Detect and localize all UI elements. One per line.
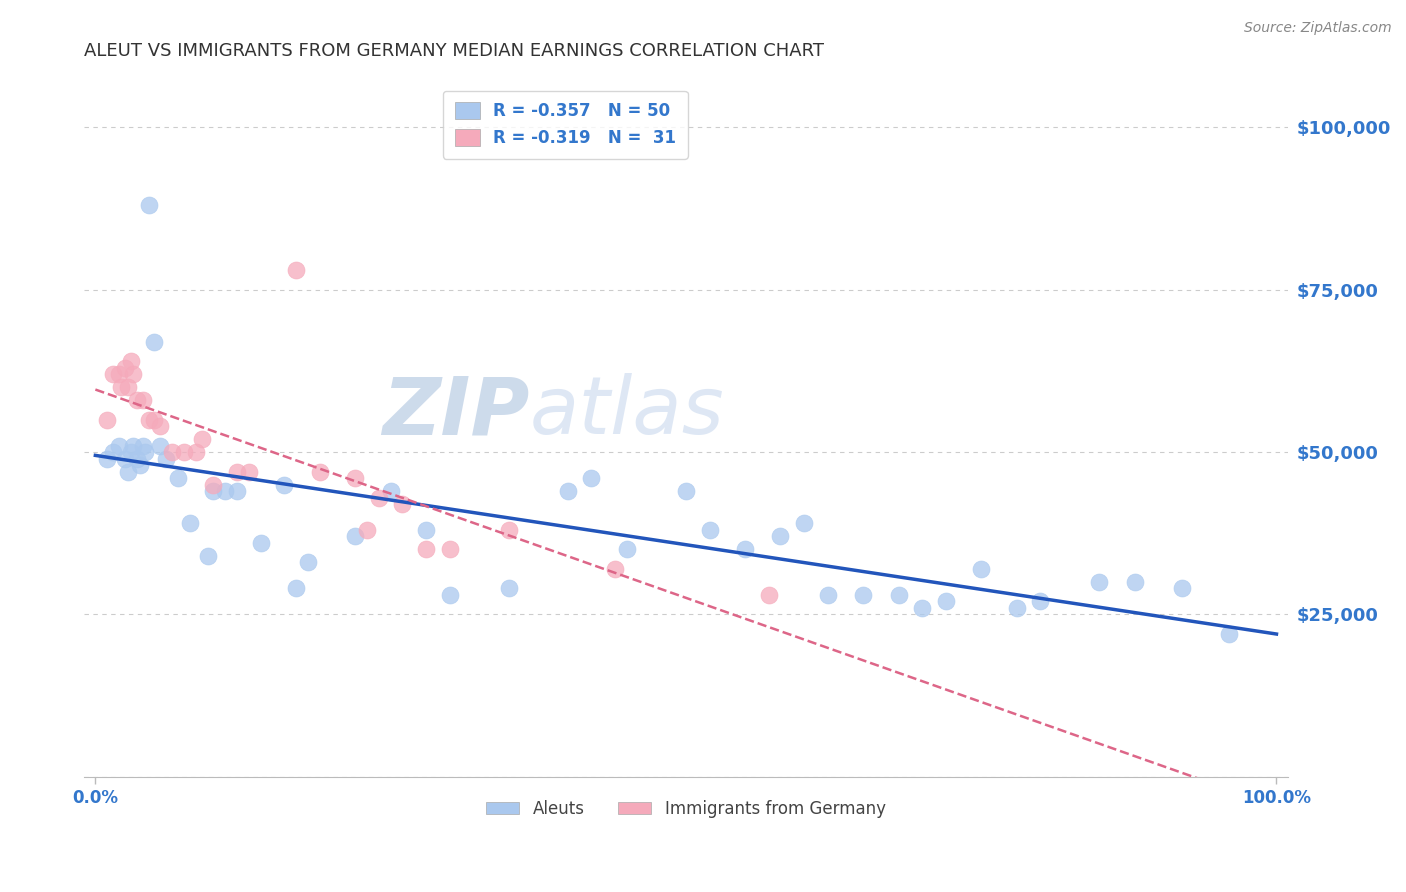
Point <box>852 588 875 602</box>
Point <box>734 542 756 557</box>
Point <box>970 562 993 576</box>
Point <box>114 360 136 375</box>
Point <box>129 458 152 472</box>
Point <box>149 419 172 434</box>
Point <box>1088 574 1111 589</box>
Point <box>122 367 145 381</box>
Point <box>143 334 166 349</box>
Point <box>758 588 780 602</box>
Point <box>675 483 697 498</box>
Point <box>249 536 271 550</box>
Point <box>1218 627 1240 641</box>
Point <box>197 549 219 563</box>
Point <box>344 471 367 485</box>
Point <box>120 445 142 459</box>
Point <box>935 594 957 608</box>
Point <box>415 542 437 557</box>
Point <box>114 451 136 466</box>
Point <box>769 529 792 543</box>
Point <box>308 465 330 479</box>
Point <box>603 562 626 576</box>
Point <box>155 451 177 466</box>
Point <box>380 483 402 498</box>
Point <box>498 523 520 537</box>
Point <box>439 542 461 557</box>
Point <box>179 516 201 531</box>
Legend: Aleuts, Immigrants from Germany: Aleuts, Immigrants from Germany <box>479 793 893 825</box>
Point <box>149 438 172 452</box>
Point <box>1123 574 1146 589</box>
Point <box>134 445 156 459</box>
Point <box>415 523 437 537</box>
Point <box>1029 594 1052 608</box>
Point <box>138 198 160 212</box>
Point <box>101 445 124 459</box>
Point <box>125 451 148 466</box>
Point <box>125 392 148 407</box>
Point <box>226 465 249 479</box>
Point <box>344 529 367 543</box>
Point <box>190 432 212 446</box>
Point <box>173 445 195 459</box>
Point <box>108 438 131 452</box>
Point <box>356 523 378 537</box>
Point <box>226 483 249 498</box>
Point <box>101 367 124 381</box>
Text: ALEUT VS IMMIGRANTS FROM GERMANY MEDIAN EARNINGS CORRELATION CHART: ALEUT VS IMMIGRANTS FROM GERMANY MEDIAN … <box>83 42 824 60</box>
Point <box>160 445 183 459</box>
Point <box>110 380 132 394</box>
Point <box>120 354 142 368</box>
Point <box>202 483 225 498</box>
Point <box>285 263 308 277</box>
Text: atlas: atlas <box>529 373 724 451</box>
Text: Source: ZipAtlas.com: Source: ZipAtlas.com <box>1244 21 1392 35</box>
Point <box>167 471 190 485</box>
Point <box>138 412 160 426</box>
Point <box>143 412 166 426</box>
Point <box>911 601 934 615</box>
Point <box>285 582 308 596</box>
Point <box>616 542 638 557</box>
Text: ZIP: ZIP <box>382 373 529 451</box>
Point <box>108 367 131 381</box>
Point <box>793 516 815 531</box>
Point <box>439 588 461 602</box>
Point <box>202 477 225 491</box>
Point <box>699 523 721 537</box>
Point <box>1171 582 1194 596</box>
Point <box>131 438 153 452</box>
Point <box>391 497 413 511</box>
Point <box>117 465 139 479</box>
Point <box>273 477 295 491</box>
Point <box>581 471 603 485</box>
Point <box>96 412 118 426</box>
Point <box>887 588 910 602</box>
Point <box>238 465 260 479</box>
Point <box>297 556 319 570</box>
Point <box>131 392 153 407</box>
Point <box>117 380 139 394</box>
Point <box>498 582 520 596</box>
Point <box>184 445 207 459</box>
Point <box>214 483 236 498</box>
Point <box>1005 601 1028 615</box>
Point <box>817 588 839 602</box>
Point <box>96 451 118 466</box>
Point <box>122 438 145 452</box>
Point <box>557 483 579 498</box>
Point <box>367 491 389 505</box>
